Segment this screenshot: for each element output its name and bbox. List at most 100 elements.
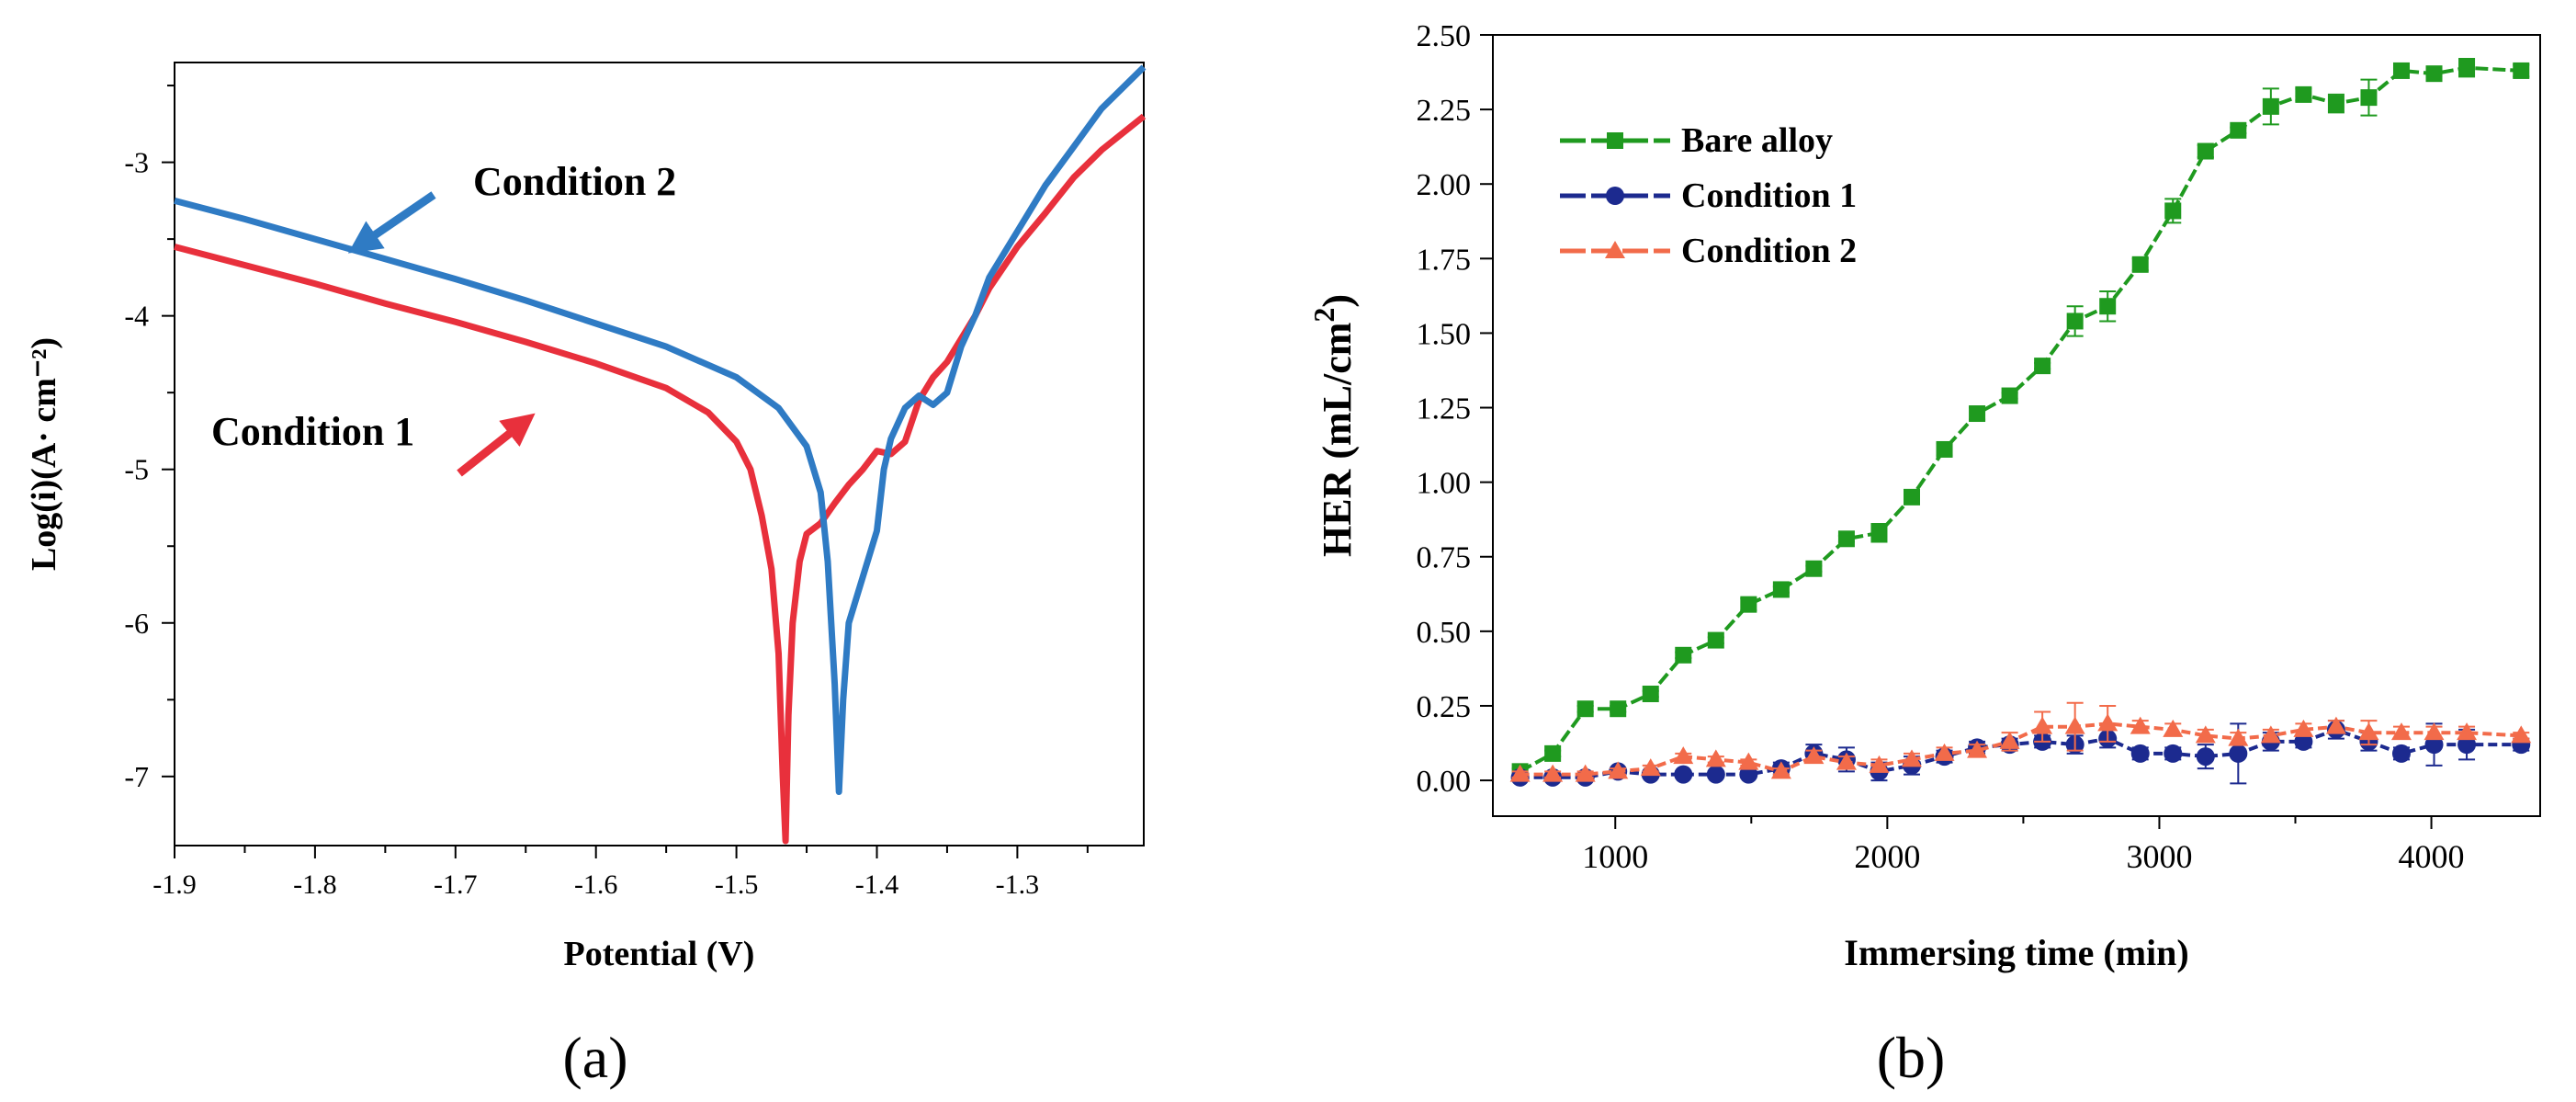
- panel-b-data-point: [2130, 716, 2151, 734]
- panel-b-data-point: [2034, 358, 2051, 375]
- panel-a-frame: [174, 62, 1145, 846]
- panel-b-data-point: [2163, 719, 2184, 737]
- panel-b-data-point: [2097, 713, 2118, 732]
- panel-b-data-point: [1675, 646, 1692, 664]
- panel-b-legend-marker: [1607, 132, 1623, 149]
- panel-b-data-point: [2066, 312, 2084, 330]
- panel-a-y-tick-label: -6: [124, 607, 149, 640]
- panel-b-data-point: [2260, 725, 2281, 744]
- panel-b-data-point: [1740, 596, 1757, 613]
- panel-a-series: [174, 64, 1147, 845]
- panel-b-series-2: [1510, 720, 2531, 787]
- panel-b-y-tick-label: 1.00: [1417, 467, 1472, 501]
- panel-b-y-axis-label: HER (mL/cm2): [1307, 294, 1360, 557]
- panel-b-data-point: [1967, 740, 1988, 758]
- panel-b-data-point: [1837, 530, 1855, 548]
- panel-b-data-point: [1673, 746, 1694, 765]
- panel-a-plot: -1.9 -1.8 -1.7 -1.6 -1.5 -1.4 -1.3 -7 -6 -5 -4 -3: [124, 62, 1145, 900]
- panel-b-legend-label: Condition 1: [1681, 176, 1857, 215]
- panel-a: -1.9 -1.8 -1.7 -1.6 -1.5 -1.4 -1.3 -7 -6 -5 -4 -3 C…: [25, 62, 1147, 1090]
- panel-b-data-point: [1770, 761, 1791, 779]
- panel-b-y-axis-label-close: ): [1315, 294, 1360, 308]
- panel-a-x-tick-label: -1.7: [434, 869, 478, 900]
- panel-a-label: (a): [562, 1025, 627, 1090]
- panel-b-y-tick-label: 1.50: [1417, 317, 1472, 351]
- panel-a-y-tick-label: -7: [124, 760, 149, 793]
- panel-b-data-point: [1608, 761, 1629, 779]
- panel-b-data-point: [2327, 95, 2344, 112]
- panel-b-data-point: [2131, 256, 2149, 273]
- panel-b-data-point: [2425, 65, 2443, 83]
- panel-b-x-tick-label: 4000: [2399, 838, 2465, 875]
- panel-b-data-point: [2164, 202, 2182, 220]
- panel-b-data-point: [2293, 719, 2314, 737]
- panel-a-x-axis-label: Potential (V): [564, 935, 755, 973]
- panel-b-data-point: [1642, 685, 1659, 702]
- panel-b-data-point: [2513, 62, 2530, 79]
- panel-b-legend-marker: [1605, 241, 1625, 258]
- panel-b-y-axis-label-text: HER (mL/cm: [1315, 323, 1360, 557]
- panel-a-arrow-condition-2: [347, 191, 436, 254]
- panel-b-data-point: [1904, 488, 1920, 506]
- panel-b-data-point: [2511, 725, 2532, 744]
- panel-b-series-1: [1511, 57, 2530, 780]
- panel-b-y-axis-label-superscript: 2: [1307, 308, 1340, 323]
- panel-a-x-tick-label: -1.4: [855, 869, 899, 900]
- panel-b-data-point: [2390, 722, 2412, 741]
- panel-b-data-point: [2130, 744, 2150, 763]
- panel-b-data-point: [2195, 725, 2216, 744]
- panel-b-data-point: [2229, 744, 2248, 763]
- panel-b-data-point: [1575, 764, 1596, 782]
- panel-a-y-tick-label: -5: [124, 453, 149, 486]
- panel-a-x-tick-label: -1.3: [996, 869, 1040, 900]
- panel-b-legend-label: Bare alloy: [1681, 121, 1833, 160]
- panel-b-y-tick-label: 1.75: [1417, 243, 1472, 277]
- panel-b-y-tick-label: 2.25: [1417, 94, 1472, 128]
- panel-b-frame: [1492, 34, 2541, 817]
- panel-b-series-line-1: [1519, 65, 2522, 774]
- panel-a-y-tick-label: -3: [124, 146, 149, 179]
- panel-b-data-point: [1869, 755, 1890, 773]
- panel-b-data-point: [1640, 758, 1661, 777]
- panel-a-series-line-1: [174, 113, 1147, 845]
- panel-b-data-point: [1706, 765, 1725, 784]
- panel-b-data-point: [2064, 716, 2085, 734]
- panel-b-data-point: [2423, 722, 2445, 741]
- panel-a-x-tick-label: -1.6: [574, 869, 618, 900]
- panel-b-data-point: [2392, 62, 2410, 79]
- panel-b-data-point: [1705, 749, 1726, 767]
- panel-b-data-point: [1509, 764, 1531, 782]
- panel-b-data-point: [1836, 752, 1857, 770]
- panel-a-series-line-2: [174, 64, 1147, 795]
- panel-b-legend: Bare alloy Condition 1 Condition 2: [1560, 121, 1857, 270]
- panel-b-data-point: [2196, 747, 2215, 767]
- panel-b-x-tick-label: 1000: [1582, 838, 1648, 875]
- panel-b-data-point: [1902, 749, 1922, 767]
- panel-b-data-point: [2360, 89, 2378, 107]
- panel-b-x-axis-label: Immersing time (min): [1844, 932, 2188, 973]
- panel-b-data-point: [2164, 744, 2183, 763]
- panel-b-data-point: [1805, 560, 1823, 577]
- panel-a-y-tick-label: -4: [124, 300, 149, 333]
- panel-b-series-3: [1509, 701, 2532, 782]
- panel-b-data-point: [1870, 524, 1888, 541]
- panel-b-y-tick-label: 0.00: [1417, 765, 1472, 799]
- panel-b-data-point: [2228, 728, 2249, 746]
- panel-b-data-point: [1999, 731, 2020, 749]
- panel-b-x-tick-label: 2000: [1854, 838, 1920, 875]
- panel-a-annotations: Condition 2 Condition 1: [211, 159, 676, 477]
- panel-a-y-axis-label: Log(i)(A· cm⁻²): [25, 337, 63, 571]
- panel-b-y-tick-label: 2.00: [1417, 168, 1472, 202]
- panel-b-data-point: [2230, 121, 2247, 139]
- panel-b-data-point: [1610, 700, 1627, 718]
- panel-b-data-point: [2001, 387, 2018, 404]
- panel-b-y-tick-label: 2.50: [1417, 19, 1472, 53]
- panel-b-legend-marker: [1606, 187, 1624, 205]
- panel-b-label: (b): [1877, 1025, 1946, 1090]
- panel-a-x-tick-label: -1.9: [153, 869, 197, 900]
- panel-b-legend-label: Condition 2: [1681, 232, 1857, 270]
- panel-a-annotation-condition-1: Condition 1: [211, 409, 414, 454]
- panel-b-data-point: [1936, 440, 1953, 458]
- panel-b-plot: 1000 2000 3000 4000 0.00 0.25 0.50 0.75 1.00 1.25…: [1417, 19, 2541, 875]
